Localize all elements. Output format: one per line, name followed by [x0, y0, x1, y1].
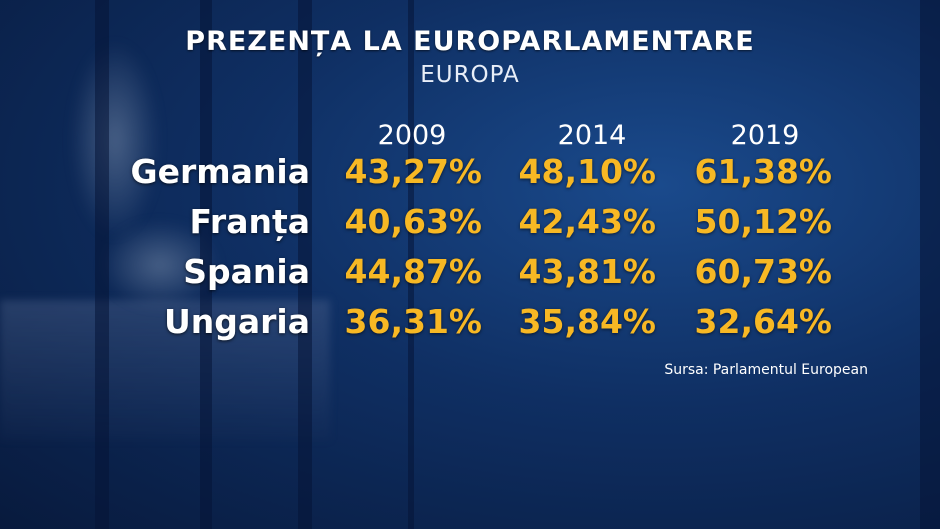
turnout-value: 44,87%	[312, 252, 482, 291]
turnout-value: 36,31%	[312, 302, 482, 341]
turnout-value: 35,84%	[486, 302, 656, 341]
country-label: Spania	[183, 252, 310, 291]
country-label: Ungaria	[164, 302, 310, 341]
year-header-2019: 2019	[685, 120, 845, 151]
turnout-value: 32,64%	[662, 302, 832, 341]
table-row: Spania 44,87% 43,81% 60,73%	[0, 252, 940, 302]
turnout-value: 61,38%	[662, 152, 832, 191]
turnout-value: 43,81%	[486, 252, 656, 291]
turnout-value: 43,27%	[312, 152, 482, 191]
table-row: Germania 43,27% 48,10% 61,38%	[0, 152, 940, 202]
country-label: Germania	[131, 152, 310, 191]
turnout-value: 50,12%	[662, 202, 832, 241]
turnout-value: 40,63%	[312, 202, 482, 241]
turnout-value: 42,43%	[486, 202, 656, 241]
turnout-value: 48,10%	[486, 152, 656, 191]
chart-title: PREZENȚA LA EUROPARLAMENTARE	[0, 26, 940, 57]
year-header-2014: 2014	[512, 120, 672, 151]
turnout-value: 60,73%	[662, 252, 832, 291]
year-header-2009: 2009	[332, 120, 492, 151]
source-note: Sursa: Parlamentul European	[664, 362, 868, 378]
chart-subtitle: EUROPA	[0, 62, 940, 88]
country-label: Franța	[189, 202, 310, 241]
table-row: Ungaria 36,31% 35,84% 32,64%	[0, 302, 940, 352]
table-row: Franța 40,63% 42,43% 50,12%	[0, 202, 940, 252]
